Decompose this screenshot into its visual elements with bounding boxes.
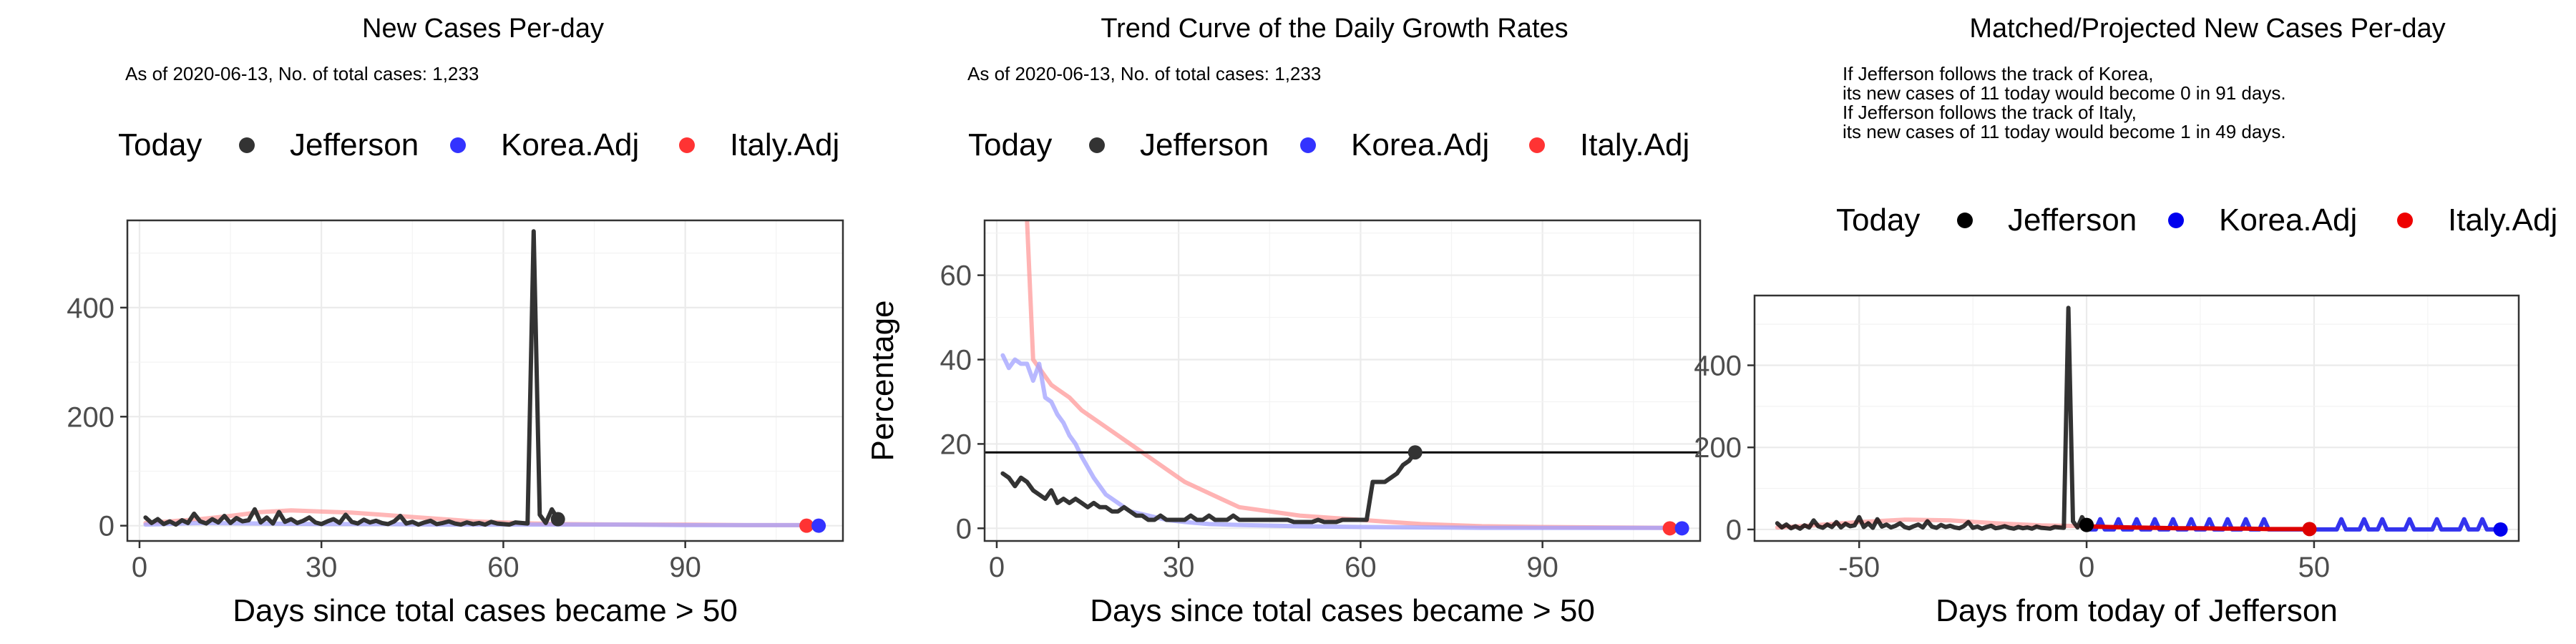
plot-background	[1755, 296, 2519, 541]
today-point	[550, 512, 565, 527]
legend-label: Korea.Adj	[1351, 127, 1489, 162]
chart-subtitle: As of 2020-06-13, No. of total cases: 1,…	[125, 63, 479, 84]
y-tick-label: 200	[67, 401, 114, 433]
legend-label: Jefferson	[290, 127, 419, 162]
chart-subtitle: its new cases of 11 today would become 1…	[1843, 121, 2286, 142]
chart-title: Matched/Projected New Cases Per-day	[1969, 14, 2445, 44]
chart-legend: Today Jefferson Korea.Adj Italy.Adj	[1836, 203, 2557, 238]
chart-subtitle: If Jefferson follows the track of Korea,	[1843, 63, 2154, 84]
x-axis-label: Days since total cases became > 50	[1090, 593, 1595, 628]
x-tick-label: 0	[132, 552, 147, 583]
today-point	[2302, 522, 2317, 537]
series-line	[1000, 353, 1679, 530]
legend-marker	[1300, 137, 1316, 153]
x-tick-label: 60	[1345, 552, 1377, 583]
series-line	[2084, 524, 2312, 532]
legend-label: Italy.Adj	[730, 127, 839, 162]
legend-title: Today	[118, 127, 202, 162]
y-tick-label: 200	[1694, 432, 1742, 464]
x-tick-label: -50	[1838, 552, 1880, 583]
x-tick-label: 50	[2298, 552, 2331, 583]
chart-panel: Trend Curve of the Daily Growth Rates As …	[865, 14, 1702, 628]
y-tick-label: 400	[1694, 351, 1742, 382]
x-tick-label: 30	[1163, 552, 1195, 583]
legend-label: Italy.Adj	[1580, 127, 1689, 162]
y-tick-label: 0	[99, 511, 114, 542]
y-tick-label: 40	[940, 345, 972, 376]
legend-title: Today	[1836, 203, 1920, 238]
chart-subtitle: its new cases of 11 today would become 0…	[1843, 82, 2286, 104]
x-tick-label: 30	[306, 552, 338, 583]
legend-marker	[2168, 213, 2184, 228]
x-tick-label: 90	[1526, 552, 1558, 583]
x-tick-label: 60	[487, 552, 519, 583]
today-point	[799, 518, 814, 533]
legend-marker	[1529, 137, 1545, 153]
x-axis-label: Days from today of Jefferson	[1936, 593, 2338, 628]
y-tick-label: 20	[940, 429, 972, 460]
legend-label: Italy.Adj	[2448, 203, 2557, 238]
series-line	[1775, 306, 2089, 531]
plot-border	[1753, 294, 2520, 542]
legend-label: Jefferson	[2008, 203, 2137, 238]
today-point	[2079, 517, 2094, 532]
legend-marker	[239, 137, 255, 153]
series-line	[1000, 450, 1418, 525]
x-tick-label: 0	[2079, 552, 2094, 583]
today-point	[1674, 521, 1689, 536]
chart-subtitle: As of 2020-06-13, No. of total cases: 1,…	[967, 63, 1321, 84]
legend-marker	[1957, 213, 1973, 228]
y-axis-label: Percentage	[865, 300, 900, 461]
today-point	[2493, 522, 2508, 537]
series-line	[143, 229, 560, 527]
x-tick-label: 90	[669, 552, 701, 583]
today-point	[811, 518, 826, 533]
plot-background	[127, 220, 843, 541]
legend-label: Korea.Adj	[2219, 203, 2357, 238]
grid	[985, 220, 1700, 541]
series-group	[1000, 220, 1679, 530]
x-tick-label: 0	[989, 552, 1005, 583]
chart-subtitle: If Jefferson follows the track of Italy,	[1843, 102, 2137, 123]
y-tick-label: 0	[956, 513, 972, 545]
series-group	[143, 229, 821, 527]
chart-legend: Today Jefferson Korea.Adj Italy.Adj	[968, 127, 1689, 162]
chart-title: Trend Curve of the Daily Growth Rates	[1101, 14, 1568, 44]
legend-marker	[2397, 213, 2413, 228]
legend-marker	[1089, 137, 1105, 153]
series-group	[1775, 306, 2503, 532]
legend-marker	[450, 137, 466, 153]
plot-border	[983, 219, 1702, 542]
y-tick-label: 400	[67, 293, 114, 324]
y-tick-label: 0	[1726, 514, 1742, 546]
chart-legend: Today Jefferson Korea.Adj Italy.Adj	[118, 127, 839, 162]
series-line	[1025, 220, 1679, 530]
chart-title: New Cases Per-day	[362, 14, 604, 44]
legend-label: Korea.Adj	[501, 127, 639, 162]
y-tick-label: 60	[940, 260, 972, 292]
chart-panel: Matched/Projected New Cases Per-day If Je…	[1694, 14, 2557, 628]
x-axis-label: Days since total cases became > 50	[233, 593, 738, 628]
plot-background	[985, 220, 1700, 541]
legend-marker	[679, 137, 695, 153]
plot-border	[126, 219, 844, 542]
legend-label: Jefferson	[1140, 127, 1269, 162]
today-point	[1662, 521, 1677, 536]
legend-title: Today	[968, 127, 1052, 162]
chart-panel: New Cases Per-day As of 2020-06-13, No. o…	[67, 14, 844, 628]
today-point	[1407, 445, 1423, 460]
